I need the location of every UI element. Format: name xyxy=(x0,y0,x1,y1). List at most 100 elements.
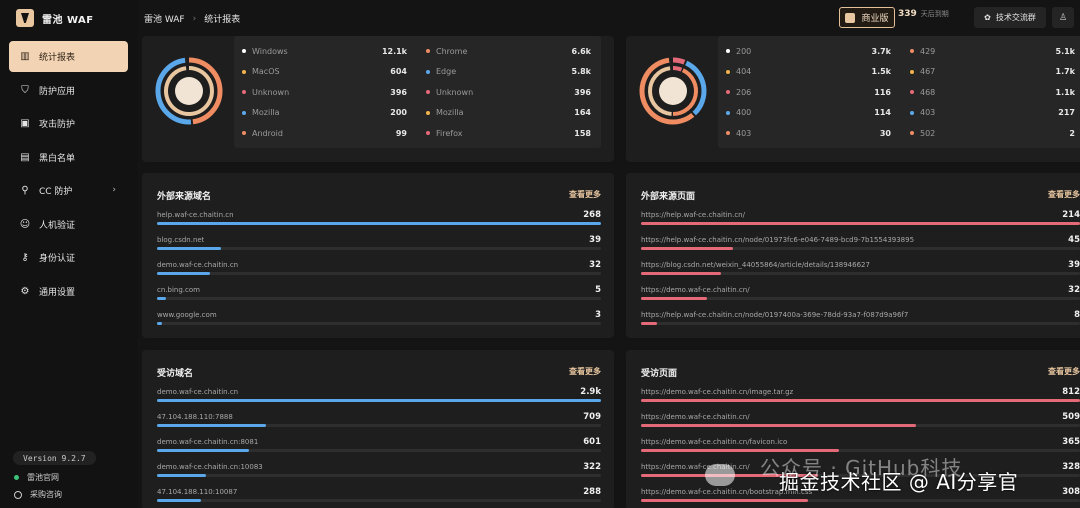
wechat-icon xyxy=(705,464,735,486)
tech-group-button[interactable]: ✿ 技术交流群 xyxy=(974,7,1046,28)
sidebar-item-7[interactable]: ⚙ 通用设置 xyxy=(9,276,128,307)
list-item[interactable]: cn.bing.com 5 xyxy=(157,285,601,310)
edition-badge[interactable]: 商业版 xyxy=(839,7,895,28)
progress-fill xyxy=(157,499,201,502)
list-item[interactable]: https://demo.waf-ce.chaitin.cn/bootstrap… xyxy=(641,487,1080,508)
chevron-right-icon: › xyxy=(112,185,116,195)
legend-value: 116 xyxy=(874,87,891,97)
list-item[interactable]: help.waf-ce.chaitin.cn 268 xyxy=(157,210,601,235)
sidebar-item-label: 通用设置 xyxy=(39,287,76,298)
sidebar-item-2[interactable]: ▣ 攻击防护 xyxy=(9,108,128,139)
sidebar: 雷池 WAF ▥ 统计报表 ⛉ 防护应用 ▣ 攻击防护 ▤ 黑白名单 ⚲ CC 防护 › ☺ 人机验证 ⚷… xyxy=(0,0,138,508)
list-item[interactable]: demo.waf-ce.chaitin.cn:8081 601 xyxy=(157,437,601,462)
legend-dot-icon xyxy=(726,110,730,115)
legend-label: 404 xyxy=(736,67,752,76)
progress-fill xyxy=(641,424,917,427)
list-item-value: 3 xyxy=(595,310,601,320)
progress-fill xyxy=(641,272,721,275)
view-more-link[interactable]: 查看更多 xyxy=(569,190,601,199)
list-item[interactable]: https://help.waf-ce.chaitin.cn/214 xyxy=(641,210,1080,235)
list-item[interactable]: 47.104.188.110:7888 709 xyxy=(157,412,601,437)
list-item-label: blog.csdn.net xyxy=(157,236,205,244)
visited-pages-card: 受访页面 查看更多 https://demo.waf-ce.chaitin.cn… xyxy=(626,350,1080,508)
list-item[interactable]: https://help.waf-ce.chaitin.cn/node/0197… xyxy=(641,310,1080,335)
sidebar-item-5[interactable]: ☺ 人机验证 xyxy=(9,209,128,240)
progress-fill xyxy=(641,399,1080,402)
legend-value: 164 xyxy=(574,108,591,117)
list-item[interactable]: https://demo.waf-ce.chaitin.cn/favicon.i… xyxy=(641,437,1080,462)
progress-fill xyxy=(641,449,839,452)
legend-dot-icon xyxy=(426,49,430,53)
status-dot-icon xyxy=(14,475,19,480)
sidebar-item-4[interactable]: ⚲ CC 防护 › xyxy=(9,175,128,206)
status-donut-chart xyxy=(639,57,707,125)
sidebar-item-1[interactable]: ⛉ 防护应用 xyxy=(9,75,128,106)
list-item[interactable]: blog.csdn.net 39 xyxy=(157,235,601,260)
cc-icon: ⚲ xyxy=(21,185,29,196)
list-item-value: 32 xyxy=(589,260,601,270)
list-item-value: 308 xyxy=(1062,487,1080,497)
list-item[interactable]: www.google.com 3 xyxy=(157,310,601,335)
watermark-line2: 掘金技术社区 @ AI分享官 xyxy=(779,470,1019,494)
outer-slice-0 xyxy=(672,57,686,65)
view-more-link[interactable]: 查看更多 xyxy=(1048,367,1080,376)
legend-item: Unknown 396 xyxy=(242,86,407,98)
list-item-label: www.google.com xyxy=(157,311,217,319)
legend-value: 1.1k xyxy=(1055,87,1076,97)
list-item[interactable]: 47.104.188.110:10087 288 xyxy=(157,487,601,508)
view-more-link[interactable]: 查看更多 xyxy=(1048,190,1080,199)
legend-item: 403 30 xyxy=(726,127,891,139)
user-menu-button[interactable]: ♙ xyxy=(1052,7,1074,28)
legend-dot-icon xyxy=(726,69,730,74)
list-item[interactable]: https://help.waf-ce.chaitin.cn/node/0197… xyxy=(641,235,1080,260)
list-item[interactable]: https://blog.csdn.net/weixin_44055864/ar… xyxy=(641,260,1080,285)
progress-track xyxy=(157,297,601,300)
legend-value: 604 xyxy=(390,67,407,76)
progress-track xyxy=(157,399,601,402)
status-legend: 200 3.7k 404 1.5k 206 116 400 114 403 30 429 5.1k 46… xyxy=(718,36,1080,148)
sidebar-item-6[interactable]: ⚷ 身份认证 xyxy=(9,242,128,273)
legend-item: 403 217 xyxy=(910,107,1075,119)
outer-slice-1 xyxy=(685,60,707,116)
legend-dot-icon xyxy=(426,131,430,135)
legend-label: MacOS xyxy=(252,67,280,76)
sidebar-item-0[interactable]: ▥ 统计报表 xyxy=(9,41,128,72)
legend-label: 403 xyxy=(736,128,752,138)
app-logo[interactable]: 雷池 WAF xyxy=(16,8,94,28)
outer-slice-0 xyxy=(188,57,223,125)
progress-track xyxy=(157,272,601,275)
list-item-label: https://demo.waf-ce.chaitin.cn/image.tar… xyxy=(641,388,794,396)
legend-value: 396 xyxy=(574,87,591,97)
legend-item: Mozilla 164 xyxy=(426,107,591,119)
progress-fill xyxy=(157,322,162,325)
progress-fill xyxy=(641,499,808,502)
legend-label: 403 xyxy=(920,108,936,117)
list-item[interactable]: demo.waf-ce.chaitin.cn 2.9k xyxy=(157,387,601,412)
list-item[interactable]: demo.waf-ce.chaitin.cn 32 xyxy=(157,260,601,285)
list-item-value: 32 xyxy=(1068,285,1080,295)
view-more-link[interactable]: 查看更多 xyxy=(569,367,601,376)
list-item-value: 214 xyxy=(1062,210,1080,220)
official-site-link[interactable]: 雷池官网 xyxy=(14,472,59,483)
list-item[interactable]: https://demo.waf-ce.chaitin.cn/509 xyxy=(641,412,1080,437)
list-item[interactable]: demo.waf-ce.chaitin.cn:10083 322 xyxy=(157,462,601,487)
legend-dot-icon xyxy=(242,110,246,115)
attack-icon: ▣ xyxy=(20,118,30,129)
legend-value: 5.1k xyxy=(1055,46,1076,56)
progress-track xyxy=(641,424,1080,427)
list-item[interactable]: https://demo.waf-ce.chaitin.cn/32 xyxy=(641,285,1080,310)
legend-item: Unknown 396 xyxy=(426,86,591,98)
breadcrumb-root[interactable]: 雷池 WAF xyxy=(144,15,185,25)
legend-label: Unknown xyxy=(252,87,290,97)
list-item-label: https://blog.csdn.net/weixin_44055864/ar… xyxy=(641,261,870,269)
sidebar-item-3[interactable]: ▤ 黑白名单 xyxy=(9,142,128,173)
community-icon: ✿ xyxy=(984,13,991,22)
inner-slice-0 xyxy=(164,66,214,116)
list-item-value: 322 xyxy=(583,462,601,472)
legend-label: 200 xyxy=(736,46,752,56)
list-item-value: 288 xyxy=(583,487,601,497)
purchase-consult-link[interactable]: 采购咨询 xyxy=(14,489,62,500)
progress-track xyxy=(641,222,1080,225)
sidebar-nav: ▥ 统计报表 ⛉ 防护应用 ▣ 攻击防护 ▤ 黑白名单 ⚲ CC 防护 › ☺ 人机验证 ⚷ 身份认证 ⚙ 通用… xyxy=(9,41,128,309)
list-item[interactable]: https://demo.waf-ce.chaitin.cn/image.tar… xyxy=(641,387,1080,412)
